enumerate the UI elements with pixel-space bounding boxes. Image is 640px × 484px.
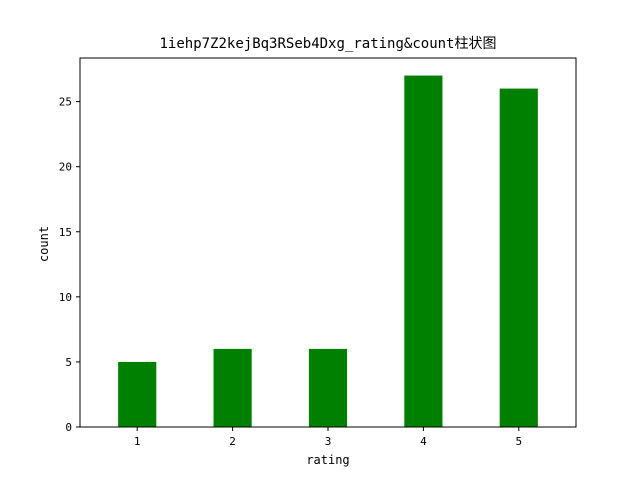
y-tick-label: 0 (65, 421, 72, 434)
bar-series (118, 75, 538, 427)
y-axis-label: count (37, 226, 51, 262)
chart-title: 1iehp7Z2kejBq3RSeb4Dxg_rating&count柱状图 (159, 36, 496, 52)
bar-rating-4 (404, 75, 443, 427)
bar-rating-5 (499, 88, 538, 427)
bar-rating-2 (213, 348, 252, 427)
y-tick-label: 10 (59, 291, 72, 304)
x-axis-ticks: 1 2 3 4 5 (134, 427, 522, 448)
y-tick-label: 5 (65, 356, 72, 369)
y-axis-ticks: 0 5 10 15 20 25 (59, 96, 80, 434)
x-tick-label: 1 (134, 435, 141, 448)
plot-area: 1 2 3 4 5 0 5 10 15 20 25 (59, 57, 577, 448)
x-tick-label: 3 (325, 435, 332, 448)
bar-rating-3 (308, 348, 348, 427)
x-tick-label: 2 (229, 435, 236, 448)
y-tick-label: 20 (59, 161, 72, 174)
bar-rating-1 (118, 361, 157, 427)
x-tick-label: 5 (515, 435, 522, 448)
x-tick-label: 4 (420, 435, 427, 448)
y-tick-label: 15 (59, 226, 72, 239)
y-tick-label: 25 (59, 96, 72, 109)
x-axis-label: rating (306, 453, 349, 467)
